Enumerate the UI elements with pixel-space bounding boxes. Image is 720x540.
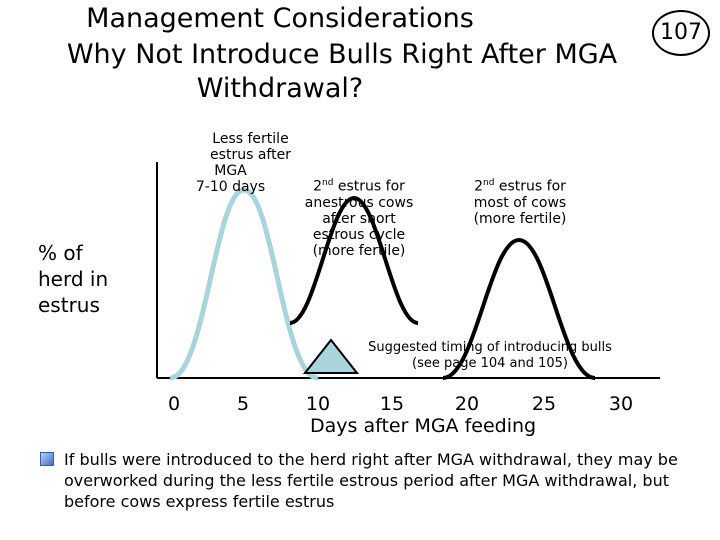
bull-timing-annotation: Suggested timing of introducing bulls (s… xyxy=(368,340,612,371)
slide-subtitle-line1: Why Not Introduce Bulls Right After MGA xyxy=(66,39,618,70)
x-tick-5: 5 xyxy=(236,393,250,415)
bullet-text: If bulls were introduced to the herd rig… xyxy=(64,450,678,511)
less-fertile-annotation: Less fertile estrus after MGA 7-10 days xyxy=(195,131,291,195)
x-tick-25: 25 xyxy=(531,393,557,415)
x-tick-15: 15 xyxy=(379,393,405,415)
most-cows-annotation: 2nd estrus for most of cows (more fertil… xyxy=(473,178,567,227)
checkbox-bullet-icon xyxy=(40,452,54,466)
x-tick-20: 20 xyxy=(454,393,480,415)
x-axis-label: Days after MGA feeding xyxy=(310,415,537,437)
slide-title: Management Considerations xyxy=(86,3,474,34)
less-fertile-curve xyxy=(169,187,319,381)
bull-timing-marker xyxy=(302,338,360,374)
anestrous-estrus-curve xyxy=(289,195,419,325)
x-tick-10: 10 xyxy=(305,393,331,415)
slide-subtitle-line2: Withdrawal? xyxy=(196,73,364,104)
anestrous-annotation: 2nd estrus for anestrous cows after shor… xyxy=(304,178,414,259)
page-number-badge: 107 xyxy=(652,10,710,56)
bullet-point: If bulls were introduced to the herd rig… xyxy=(40,449,700,512)
y-axis-label: % of herd in estrus xyxy=(38,241,109,317)
most-cows-estrus-curve xyxy=(442,237,596,380)
x-tick-30: 30 xyxy=(608,393,634,415)
x-tick-0: 0 xyxy=(167,393,181,415)
